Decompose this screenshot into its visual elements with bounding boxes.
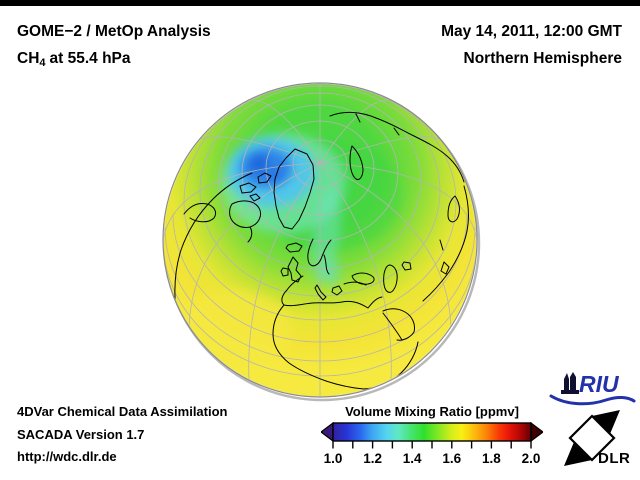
globe-field (163, 83, 477, 397)
colorbar-title: Volume Mixing Ratio [ppmv] (345, 404, 519, 419)
coast-scandinavia (307, 238, 332, 275)
riu-logo-text: RIU (579, 371, 620, 397)
colorbar-tick-label: 1.0 (323, 451, 343, 466)
coast-europe-africa (272, 275, 419, 390)
coast-iceland (285, 242, 303, 253)
riu-logo: RIU (549, 371, 636, 406)
dlr-wing-icon (592, 410, 620, 434)
version-label: SACADA Version 1.7 (17, 426, 145, 442)
assimilation-label: 4DVar Chemical Data Assimilation (17, 404, 228, 419)
colorbar-tick-labels: 1.0 1.2 1.4 1.6 1.8 2.0 (321, 451, 543, 467)
footer-credits: 4DVar Chemical Data Assimilation SACADA … (17, 401, 228, 469)
riu-wave-icon (549, 394, 636, 406)
pressure-level-label: at 55.4 hPa (49, 50, 131, 67)
colorbar-left-arrow (321, 422, 334, 443)
colorbar-tick-label: 2.0 (521, 451, 541, 466)
top-border-bar (0, 0, 640, 6)
colorbar-tick-label: 1.2 (363, 451, 382, 466)
coast-alaska (183, 203, 217, 223)
globe-limb (162, 82, 478, 398)
coast-black-sea (351, 272, 375, 285)
dlr-diamond-icon (568, 414, 616, 462)
analysis-title: GOME−2 / MetOp Analysis (17, 23, 211, 40)
coast-novaya-zemlya (349, 145, 364, 180)
colorbar-right-arrow (530, 422, 543, 443)
colorbar-tick-label: 1.8 (482, 451, 501, 466)
coast-hudson-bay (229, 200, 262, 243)
dlr-logo: DLR (564, 410, 630, 467)
coast-east-asia (422, 185, 469, 302)
colorbar-gradient-bar (332, 422, 532, 442)
colorbar (321, 422, 543, 449)
coast-north-america (174, 172, 253, 336)
molecule-label: CH (17, 50, 40, 67)
molecule-subscript: 4 (39, 57, 46, 69)
species-level-line: CH4 at 55.4 hPa (17, 45, 211, 74)
colorbar-ticks (332, 441, 532, 449)
header-right: May 14, 2011, 12:00 GMT Northern Hemisph… (441, 18, 622, 72)
colorbar-block: Volume Mixing Ratio [ppmv] 1.0 1.2 1.4 1.6 1… (321, 404, 543, 467)
colorbar-tick-label: 1.6 (442, 451, 462, 466)
url-label: http://wdc.dlr.de (17, 449, 117, 464)
globe-shadow (163, 84, 481, 402)
colorbar-tick-label: 1.4 (402, 451, 422, 466)
coast-greenland (273, 148, 315, 230)
coast-caspian (383, 261, 412, 293)
dlr-wing-icon (564, 442, 592, 466)
dlr-logo-text: DLR (598, 450, 630, 467)
coast-siberia (329, 111, 465, 183)
coastlines (174, 111, 469, 390)
header-left: GOME−2 / MetOp Analysis CH4 at 55.4 hPa (17, 18, 211, 74)
region-label: Northern Hemisphere (463, 50, 622, 67)
datetime-label: May 14, 2011, 12:00 GMT (441, 23, 622, 40)
graticule (163, 83, 477, 397)
coast-mediterranean (314, 281, 367, 301)
coast-british-isles (280, 256, 302, 283)
riu-cathedral-icon (561, 372, 579, 394)
coast-arctic-islands (239, 172, 272, 202)
